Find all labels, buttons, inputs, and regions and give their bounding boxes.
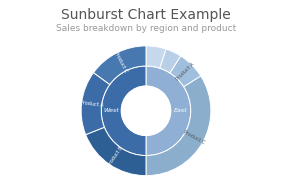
Wedge shape [86,127,146,176]
Text: Product A: Product A [80,100,104,108]
Text: Product A: Product A [175,62,195,82]
Text: Sales breakdown by region and product: Sales breakdown by region and product [56,24,236,33]
Wedge shape [101,66,146,155]
Wedge shape [146,76,211,176]
Wedge shape [160,49,181,73]
Wedge shape [146,46,166,68]
Wedge shape [93,46,146,84]
Wedge shape [81,73,110,135]
Text: Sunburst Chart Example: Sunburst Chart Example [61,8,231,22]
Wedge shape [146,66,191,155]
Circle shape [121,86,171,135]
Text: Product B: Product B [107,145,124,167]
Text: East: East [174,108,187,113]
Wedge shape [170,56,201,87]
Text: West: West [103,108,119,113]
Text: Product C: Product C [182,129,206,145]
Text: Product C: Product C [114,50,129,74]
